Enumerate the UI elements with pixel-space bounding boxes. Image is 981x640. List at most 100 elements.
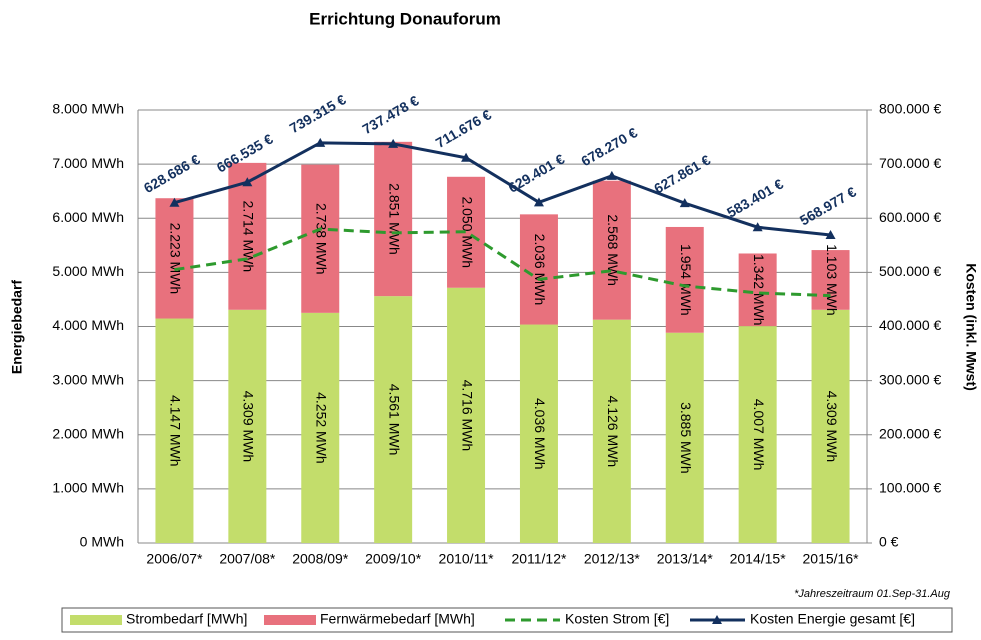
bar-segment [592, 319, 631, 543]
bar-value-label: 4.126 MWh [605, 396, 621, 468]
line-marker [606, 170, 617, 180]
bar-value-label: 2.223 MWh [168, 223, 184, 295]
bar-value-label: 4.036 MWh [532, 398, 548, 470]
y2-tick-label: 0 € [879, 534, 899, 550]
legend-swatch [70, 615, 122, 625]
bar-segment [447, 287, 486, 543]
y-tick-label: 2.000 MWh [52, 425, 124, 441]
bar-segment [738, 253, 777, 327]
bar-value-label: 4.309 MWh [824, 391, 840, 463]
chart-title: Errichtung Donauforum [309, 9, 501, 28]
footnote: *Jahreszeitraum 01.Sep-31.Aug [794, 588, 951, 600]
bar-segment [374, 141, 413, 297]
y-axis-label: Energiebedarf [9, 280, 25, 374]
bar-value-label: 2.050 MWh [459, 196, 475, 268]
y2-tick-label: 500.000 € [879, 263, 941, 279]
x-tick-label: 2015/16* [803, 551, 860, 567]
legend-label: Kosten Energie gesamt [€] [750, 611, 915, 627]
bar-value-label: 3.885 MWh [678, 402, 694, 474]
bar-segment [228, 162, 267, 310]
bar-value-label: 1.342 MWh [751, 254, 767, 326]
bar-value-label: 4.716 MWh [459, 380, 475, 452]
y-tick-label: 7.000 MWh [52, 155, 124, 171]
bar-segment [811, 309, 850, 543]
line-value-label: 711.676 € [433, 106, 494, 151]
x-tick-label: 2009/10* [365, 551, 422, 567]
x-tick-label: 2006/07* [146, 551, 203, 567]
line-value-label: 629.401 € [505, 151, 567, 196]
bar-segment [301, 164, 340, 313]
y2-tick-label: 100.000 € [879, 480, 941, 496]
line-marker [169, 197, 180, 207]
line-marker [242, 177, 253, 187]
bar-value-label: 4.561 MWh [386, 384, 402, 456]
y2-tick-label: 400.000 € [879, 317, 941, 333]
line-value-label: 737.478 € [360, 92, 422, 137]
bar-value-label: 4.007 MWh [751, 399, 767, 471]
x-tick-label: 2014/15* [730, 551, 787, 567]
x-tick-label: 2011/12* [511, 551, 567, 567]
line-marker [679, 198, 690, 208]
legend-label: Kosten Strom [€] [565, 611, 669, 627]
bar-segment [155, 318, 194, 543]
y-tick-label: 1.000 MWh [52, 480, 124, 496]
x-tick-label: 2008/09* [292, 551, 349, 567]
y2-tick-label: 700.000 € [879, 155, 941, 171]
line-value-label: 678.270 € [578, 124, 640, 169]
line-marker [752, 222, 763, 232]
bar-segment [374, 296, 413, 543]
bar-value-label: 2.714 MWh [241, 201, 257, 273]
y2-tick-label: 200.000 € [879, 425, 941, 441]
y-tick-label: 6.000 MWh [52, 209, 124, 225]
y-tick-label: 0 MWh [80, 534, 124, 550]
x-tick-label: 2010/11* [439, 551, 495, 567]
y-tick-label: 8.000 MWh [52, 101, 124, 117]
line-marker [461, 152, 472, 162]
x-tick-label: 2013/14* [657, 551, 714, 567]
bar-segment [665, 226, 704, 333]
y2-tick-label: 300.000 € [879, 371, 941, 387]
bar-value-label: 1.954 MWh [678, 244, 694, 316]
line-value-label: 739.315 € [287, 91, 349, 136]
bar-value-label: 2.738 MWh [314, 203, 330, 275]
legend-label: Fernwärmebedarf [MWh] [320, 611, 475, 627]
bar-value-label: 4.252 MWh [314, 392, 330, 464]
line-marker [388, 138, 399, 148]
y2-axis-label: Kosten (inkl. Mwst) [963, 263, 979, 391]
bar-value-label: 2.036 MWh [532, 234, 548, 306]
line-series [174, 141, 831, 237]
line-value-label: 583.401 € [724, 176, 786, 221]
line-value-label: 628.686 € [141, 151, 203, 196]
y-tick-label: 5.000 MWh [52, 263, 124, 279]
bar-value-label: 4.147 MWh [168, 395, 184, 467]
y-tick-label: 3.000 MWh [52, 371, 124, 387]
y2-tick-label: 600.000 € [879, 209, 941, 225]
bar-segment [301, 312, 340, 543]
bar-segment [447, 176, 486, 288]
bar-segment [519, 324, 558, 543]
bar-segment [155, 198, 194, 319]
legend-marker [712, 615, 722, 624]
y-tick-label: 4.000 MWh [52, 317, 124, 333]
line-marker [825, 230, 836, 240]
bar-segment [738, 326, 777, 543]
x-tick-label: 2007/08* [219, 551, 276, 567]
bar-value-label: 2.851 MWh [386, 183, 402, 255]
bar-value-label: 2.568 MWh [605, 214, 621, 286]
line-marker [533, 197, 544, 207]
y2-tick-label: 800.000 € [879, 101, 941, 117]
bar-segment [228, 309, 267, 543]
bar-segment [665, 332, 704, 543]
line-series [174, 227, 831, 298]
line-value-label: 568.977 € [797, 183, 859, 228]
bar-segment [811, 250, 850, 310]
bar-segment [592, 180, 631, 320]
bar-value-label: 4.309 MWh [241, 391, 257, 463]
legend-swatch [264, 615, 316, 625]
line-value-label: 627.861 € [651, 151, 713, 196]
bar-value-label: 1.103 MWh [824, 244, 840, 316]
line-marker [315, 137, 326, 147]
x-tick-label: 2012/13* [584, 551, 641, 567]
legend-label: Strombedarf [MWh] [126, 611, 247, 627]
